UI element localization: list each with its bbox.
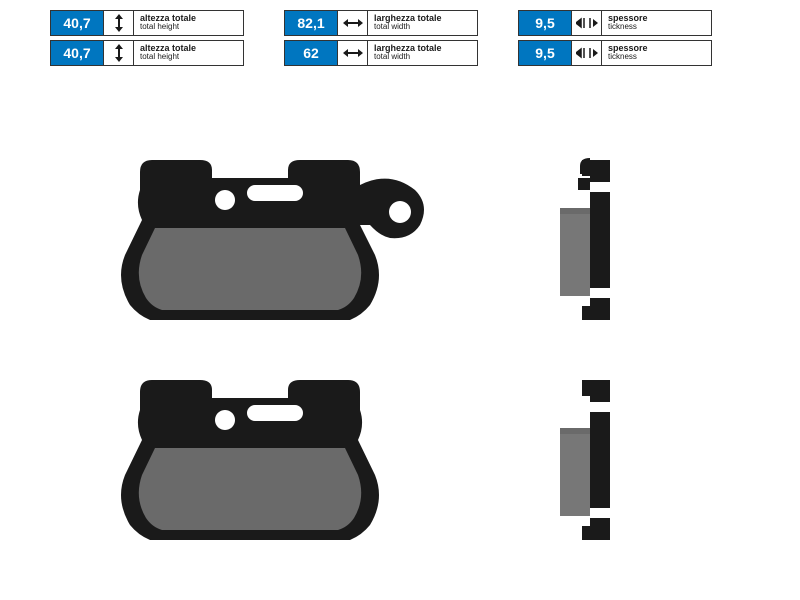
- spec-thickness-1: 9,5 spessore tickness: [518, 10, 712, 36]
- height-arrow-icon: [104, 10, 134, 36]
- spec-label: spessore tickness: [602, 10, 712, 36]
- brake-pads-svg: [0, 120, 800, 590]
- spec-group-height: 40,7 altezza totale total height 40,7 al…: [50, 10, 244, 66]
- spec-label: spessore tickness: [602, 40, 712, 66]
- spec-value: 62: [284, 40, 338, 66]
- spec-label: altezza totale total height: [134, 10, 244, 36]
- spec-value: 9,5: [518, 10, 572, 36]
- spec-width-2: 62 larghezza totale total width: [284, 40, 478, 66]
- height-arrow-icon: [104, 40, 134, 66]
- spec-value: 82,1: [284, 10, 338, 36]
- spec-width-1: 82,1 larghezza totale total width: [284, 10, 478, 36]
- spec-group-width: 82,1 larghezza totale total width 62 lar…: [284, 10, 478, 66]
- thickness-arrow-icon: [572, 10, 602, 36]
- spec-thickness-2: 9,5 spessore tickness: [518, 40, 712, 66]
- spec-label-en: total height: [140, 23, 237, 32]
- spec-label-en: tickness: [608, 53, 705, 62]
- specs-table: 40,7 altezza totale total height 40,7 al…: [0, 0, 800, 76]
- spec-label: larghezza totale total width: [368, 40, 478, 66]
- spec-label-en: total height: [140, 53, 237, 62]
- spec-value: 9,5: [518, 40, 572, 66]
- spec-label: larghezza totale total width: [368, 10, 478, 36]
- pad-bottom-front: [121, 380, 379, 540]
- thickness-arrow-icon: [572, 40, 602, 66]
- spec-value: 40,7: [50, 40, 104, 66]
- spec-label: altezza totale total height: [134, 40, 244, 66]
- pad-top-side: [560, 158, 610, 320]
- spec-height-2: 40,7 altezza totale total height: [50, 40, 244, 66]
- spec-value: 40,7: [50, 10, 104, 36]
- width-arrow-icon: [338, 10, 368, 36]
- diagram-area: [0, 120, 800, 590]
- pad-bottom-side: [560, 380, 610, 540]
- spec-label-en: total width: [374, 23, 471, 32]
- width-arrow-icon: [338, 40, 368, 66]
- spec-label-en: tickness: [608, 23, 705, 32]
- spec-group-thickness: 9,5 spessore tickness 9,5 spessore tickn…: [518, 10, 712, 66]
- spec-label-en: total width: [374, 53, 471, 62]
- pad-top-front: [121, 160, 424, 320]
- spec-height-1: 40,7 altezza totale total height: [50, 10, 244, 36]
